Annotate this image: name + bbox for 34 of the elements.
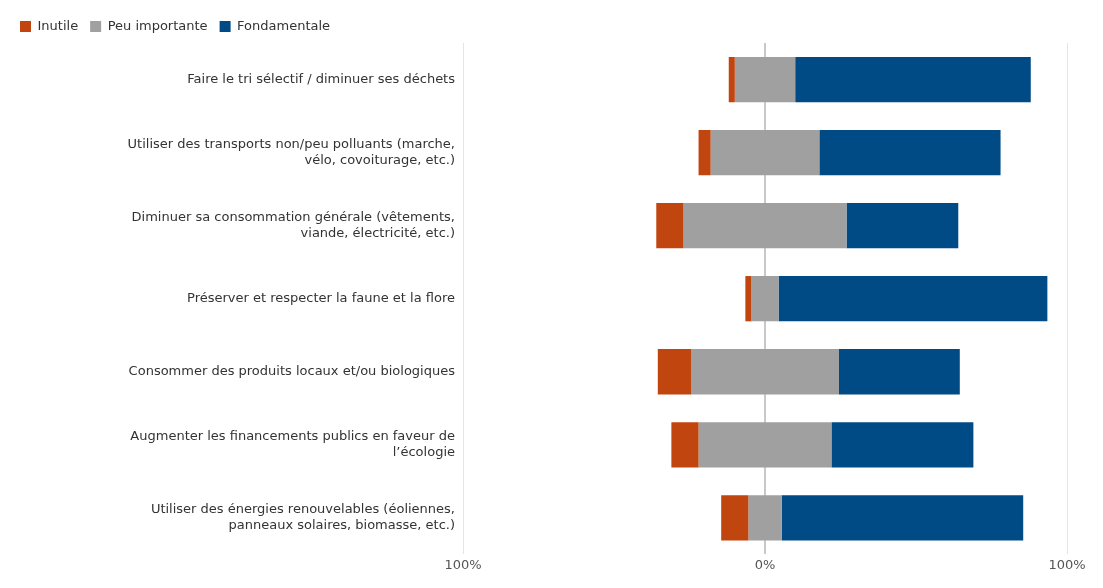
y-tick-label: Augmenter les financements publics en faveur de l’écologie [130,428,455,459]
bar [781,495,1024,541]
x-tick-label: 100% [1048,556,1086,572]
y-tick-label: Utiliser des énergies renouvelables (éoliennes, panneaux solaires, biomasse, etc.) [150,501,455,533]
y-tick-label: Préserver et respecter la faune et la flore [187,290,455,306]
y-tick-label: Consommer des produits locaux et/ou biologiques [128,363,456,379]
x-tick-label: 0% [754,556,776,572]
bar [728,56,735,103]
y-tick-label: Faire le tri sélectif / diminuer ses déchets [187,70,456,86]
y-tick-label: Diminuer sa consommation générale (vêtements, viande, électricité, etc.) [131,209,455,240]
bar [698,422,832,468]
bar [698,129,711,176]
bar [846,203,959,249]
bar [691,349,839,395]
bar [710,129,820,176]
bar [819,129,1001,176]
bar [734,56,796,103]
bar [721,495,749,541]
legend-label: Inutile [37,17,79,33]
bar [748,495,782,541]
x-tick-label: 100% [444,556,482,572]
bar [745,276,752,322]
bar [683,203,847,249]
bar [751,276,779,322]
bar [778,276,1048,322]
y-tick-label: Utiliser des transports non/peu polluants (marche, vélo, covoiturage, etc.) [127,136,455,167]
bar [795,56,1031,103]
bar [831,422,974,468]
bar [656,203,684,249]
bar [657,349,692,395]
bar [671,422,699,468]
legend-label: Fondamentale [237,17,331,33]
legend-label: Peu importante [107,17,208,33]
bar [838,349,960,395]
